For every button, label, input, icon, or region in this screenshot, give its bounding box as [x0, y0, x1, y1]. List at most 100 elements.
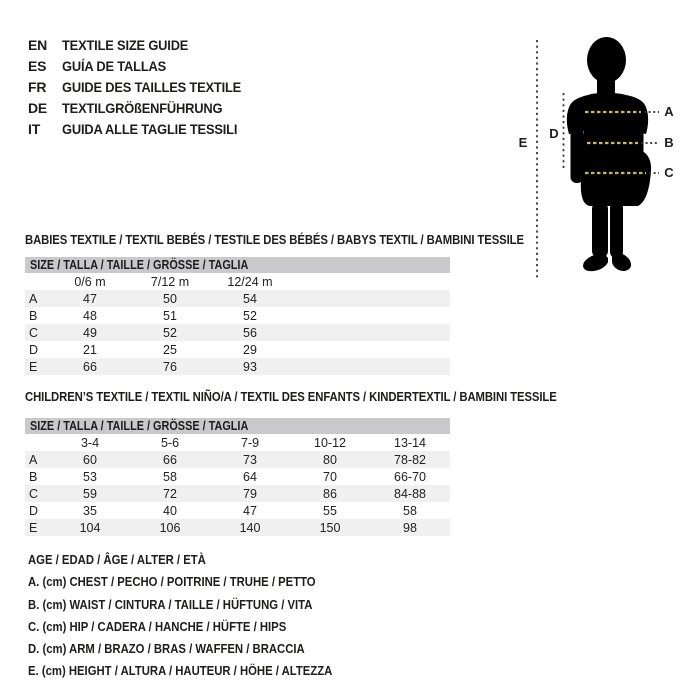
row-label: A — [29, 291, 38, 306]
children-col: 3-4 — [80, 435, 100, 450]
cell: 140 — [239, 520, 261, 535]
figure-label-hip: C — [664, 165, 674, 180]
cell: 150 — [319, 520, 341, 535]
cell: 60 — [83, 452, 97, 467]
language-row-it: IT GUIDA ALLE TAGLIE TESSILI — [28, 119, 257, 140]
table-row: C 49 52 56 — [25, 324, 450, 341]
cell: 47 — [243, 503, 257, 518]
table-row: D 35 40 47 55 58 — [25, 502, 450, 519]
child-silhouette — [566, 37, 652, 272]
babies-size-header-bar: SIZE / TALLA / TAILLE / GRÖSSE / TAGLIA — [25, 257, 450, 273]
language-title: GUÍA DE TALLAS — [62, 58, 167, 74]
cell: 40 — [163, 503, 177, 518]
babies-col: 12/24 m — [227, 274, 273, 289]
row-label: B — [29, 308, 38, 323]
cell: 76 — [163, 359, 177, 374]
cell: 70 — [323, 469, 337, 484]
cell: 58 — [403, 503, 417, 518]
row-label: C — [29, 486, 39, 501]
children-column-header-row: 3-4 5-6 7-9 10-12 13-14 — [25, 434, 450, 451]
babies-section-title: BABIES TEXTILE / TEXTIL BEBÉS / TESTILE … — [25, 232, 524, 247]
table-row: E 66 76 93 — [25, 358, 450, 375]
cell: 21 — [83, 342, 97, 357]
language-code: ES — [28, 58, 47, 74]
cell: 79 — [243, 486, 257, 501]
babies-size-table: 0/6 m 7/12 m 12/24 m A 47 50 54 B 48 51 … — [25, 273, 450, 375]
language-title: GUIDE DES TAILLES TEXTILE — [62, 79, 242, 95]
table-row: D 21 25 29 — [25, 341, 450, 358]
cell: 54 — [243, 291, 257, 306]
cell: 86 — [323, 486, 337, 501]
language-row-en: EN TEXTILE SIZE GUIDE — [28, 35, 257, 56]
figure-label-chest: A — [664, 104, 674, 119]
table-row: B 53 58 64 70 66-70 — [25, 468, 450, 485]
cell: 98 — [403, 520, 417, 535]
table-row: A 60 66 73 80 78-82 — [25, 451, 450, 468]
language-title: TEXTILGRÖßENFÜHRUNG — [62, 100, 223, 116]
row-label: E — [29, 520, 38, 535]
row-label: E — [29, 359, 38, 374]
row-label: B — [29, 469, 38, 484]
cell: 35 — [83, 503, 97, 518]
row-label: D — [29, 503, 39, 518]
child-silhouette-figure — [536, 37, 659, 278]
children-col: 7-9 — [240, 435, 260, 450]
cell: 49 — [83, 325, 97, 340]
language-row-fr: FR GUIDE DES TAILLES TEXTILE — [28, 77, 257, 98]
cell: 80 — [323, 452, 337, 467]
language-code: EN — [28, 37, 48, 53]
row-label: D — [29, 342, 39, 357]
cell: 48 — [83, 308, 97, 323]
legend-line-arm: D. (cm) ARM / BRAZO / BRAS / WAFFEN / BR… — [28, 641, 305, 657]
legend-line-hip: C. (cm) HIP / CADERA / HANCHE / HÜFTE / … — [28, 618, 287, 634]
language-row-de: DE TEXTILGRÖßENFÜHRUNG — [28, 98, 257, 119]
cell: 58 — [163, 469, 177, 484]
cell: 52 — [243, 308, 257, 323]
cell: 66-70 — [394, 469, 426, 484]
figure-label-height: E — [518, 135, 528, 150]
cell: 93 — [243, 359, 257, 374]
table-row: E 104 106 140 150 98 — [25, 519, 450, 536]
cell: 106 — [159, 520, 181, 535]
row-label: C — [29, 325, 39, 340]
language-row-es: ES GUÍA DE TALLAS — [28, 56, 257, 77]
legend-line-waist: B. (cm) WAIST / CINTURA / TAILLE / HÜFTU… — [28, 596, 313, 612]
children-col: 5-6 — [160, 435, 180, 450]
figure-label-waist: B — [664, 135, 674, 150]
children-size-table: 3-4 5-6 7-9 10-12 13-14 A 60 66 73 80 78… — [25, 434, 450, 536]
cell: 104 — [79, 520, 101, 535]
cell: 73 — [243, 452, 257, 467]
cell: 84-88 — [394, 486, 426, 501]
language-code: DE — [28, 100, 48, 116]
cell: 56 — [243, 325, 257, 340]
figure-label-arm: D — [549, 126, 559, 141]
cell: 29 — [243, 342, 257, 357]
cell: 55 — [323, 503, 337, 518]
language-list: EN TEXTILE SIZE GUIDE ES GUÍA DE TALLAS … — [28, 35, 257, 140]
cell: 59 — [83, 486, 97, 501]
cell: 53 — [83, 469, 97, 484]
cell: 25 — [163, 342, 177, 357]
legend-line-chest: A. (cm) CHEST / PECHO / POITRINE / TRUHE… — [28, 574, 316, 590]
table-row: B 48 51 52 — [25, 307, 450, 324]
children-col: 13-14 — [394, 435, 426, 450]
babies-col: 0/6 m — [74, 274, 106, 289]
cell: 72 — [163, 486, 177, 501]
language-title: GUIDA ALLE TAGLIE TESSILI — [62, 121, 238, 137]
language-code: FR — [28, 79, 47, 95]
babies-col: 7/12 m — [150, 274, 190, 289]
children-section-title: CHILDREN’S TEXTILE / TEXTIL NIÑO/A / TEX… — [25, 389, 557, 404]
row-label: A — [29, 452, 38, 467]
language-code: IT — [28, 121, 41, 137]
cell: 52 — [163, 325, 177, 340]
legend-line-height: E. (cm) HEIGHT / ALTURA / HAUTEUR / HÖHE… — [28, 663, 333, 679]
cell: 47 — [83, 291, 97, 306]
cell: 78-82 — [394, 452, 426, 467]
table-row: A 47 50 54 — [25, 290, 450, 307]
cell: 64 — [243, 469, 257, 484]
babies-column-header-row: 0/6 m 7/12 m 12/24 m — [25, 273, 450, 290]
children-size-header-bar: SIZE / TALLA / TAILLE / GRÖSSE / TAGLIA — [25, 418, 450, 434]
cell: 66 — [83, 359, 97, 374]
children-col: 10-12 — [314, 435, 346, 450]
